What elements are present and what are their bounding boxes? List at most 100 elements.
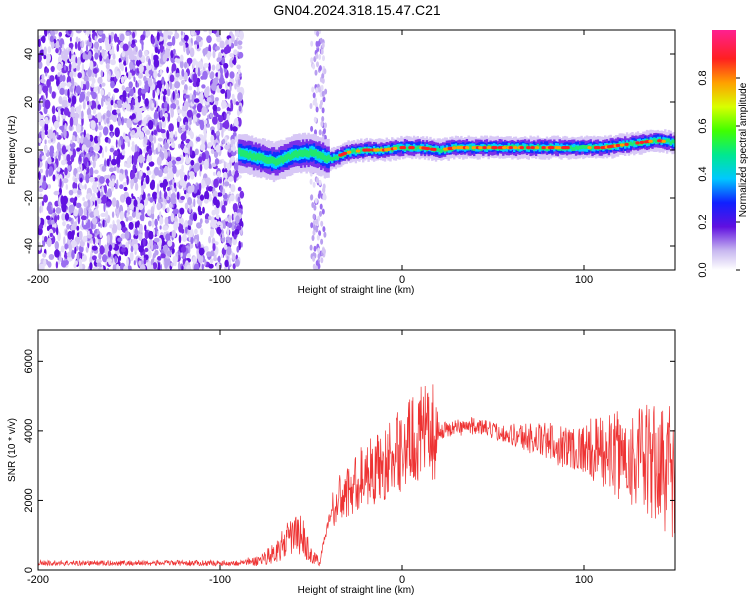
spectrogram-noise-cell <box>201 152 206 162</box>
spectrogram-noise-cell <box>203 63 209 68</box>
spectrogram-noise-cell <box>144 229 149 240</box>
spectrogram-noise-cell <box>48 129 53 140</box>
spectrogram-noise-cell <box>198 156 203 164</box>
spectrogram-noise-cell <box>98 176 105 184</box>
spectrogram-ridge-band <box>569 145 572 150</box>
spectrogram-noise-cell <box>152 54 159 61</box>
spectrogram-noise-cell <box>183 42 186 53</box>
spectrogram-ridge-core <box>471 146 476 150</box>
spectrogram-noise-cell <box>98 222 101 227</box>
spectrogram-noise-cell <box>87 114 93 120</box>
spectrogram-noise-cell <box>97 30 104 36</box>
spectrogram-noise-cell <box>225 217 229 222</box>
spectrogram-noise-cell <box>94 52 99 60</box>
spectrogram-noise-cell <box>185 124 189 131</box>
spectrogram-noise-cell <box>235 215 240 224</box>
spectrogram-ridge-band <box>571 147 574 151</box>
spectrogram-noise-cell <box>113 103 118 108</box>
spectrogram-noise-cell <box>174 57 179 63</box>
spectrogram-noise-cell <box>79 181 82 190</box>
spectrogram-noise-cell <box>58 151 61 161</box>
spectrogram-noise-cell <box>47 46 52 54</box>
spectrogram-noise-cell <box>216 57 222 63</box>
spectrogram-noise-cell <box>101 165 107 172</box>
spectrogram-noise-cell <box>99 45 102 51</box>
spectrogram-noise-cell <box>151 36 155 45</box>
spectrogram-noise-cell <box>139 264 146 270</box>
spectrogram-ridge-band <box>671 139 674 144</box>
spectrogram-noise-cell <box>71 77 75 87</box>
spectrogram-noise-cell <box>49 232 54 238</box>
spectrogram-noise-cell <box>320 48 324 55</box>
spectrogram-noise-cell <box>238 105 242 112</box>
spectrogram-noise-cell <box>116 263 120 270</box>
spectrogram-noise-cell <box>206 123 210 128</box>
spectrogram-noise-cell <box>223 46 229 55</box>
spectrogram-noise-cell <box>85 80 90 91</box>
spectrogram-noise-cell <box>178 75 183 81</box>
spectrogram-noise-cell <box>73 71 77 78</box>
spectrogram-ridge-band <box>653 137 656 142</box>
spectrogram-noise-cell <box>201 263 204 270</box>
spectrogram-noise-cell <box>181 265 184 270</box>
spectrogram-noise-cell <box>78 207 84 217</box>
spectrogram-noise-cell <box>194 228 198 235</box>
spectrogram-noise-cell <box>318 179 322 186</box>
spectrogram-ridge-band <box>327 154 330 162</box>
spectrogram-noise-cell <box>196 113 201 118</box>
spectrogram-ridge-core <box>465 146 470 150</box>
spectrogram-noise-cell <box>170 107 174 118</box>
spectrogram-noise-cell <box>321 77 325 84</box>
spectrogram-noise-cell <box>144 247 149 253</box>
spectrogram-noise-cell <box>131 129 136 136</box>
spectrogram-noise-cell <box>109 124 114 132</box>
spectrogram-noise-cell <box>185 226 188 234</box>
snr-x-tick-label: 0 <box>399 574 405 586</box>
spectrogram-noise-cell <box>46 237 52 248</box>
spectrogram-noise-cell <box>151 64 155 72</box>
snr-x-tick-label: 100 <box>575 574 593 586</box>
spectrogram-noise-cell <box>147 250 152 259</box>
spectrogram-y-tick-label: 0 <box>23 147 35 153</box>
spectrogram-noise-cell <box>119 210 124 221</box>
spectrogram-noise-cell <box>239 30 244 41</box>
spectrogram-noise-cell <box>178 154 184 165</box>
spectrogram-ridge-band <box>303 149 307 156</box>
spectrogram-ridge-band <box>576 146 580 150</box>
spectrogram-noise-cell <box>167 258 171 267</box>
spectrogram-noise-cell <box>237 45 243 50</box>
spectrogram-noise-cell <box>177 109 183 114</box>
spectrogram-noise-cell <box>196 103 203 113</box>
spectrogram-noise-cell <box>85 96 90 102</box>
spectrogram-noise-cell <box>312 92 316 99</box>
spectrogram-noise-cell <box>69 36 72 42</box>
spectrogram-noise-cell <box>183 34 189 42</box>
spectrogram-noise-cell <box>86 209 89 220</box>
spectrogram-noise-cell <box>201 106 207 116</box>
spectrogram-noise-cell <box>154 46 159 54</box>
spectrogram-noise-cell <box>106 110 111 118</box>
spectrogram-noise-cell <box>164 112 169 119</box>
spectrogram-noise-cell <box>138 49 143 58</box>
spectrogram-noise-cell <box>64 167 68 176</box>
spectrogram-noise-cell <box>192 73 198 83</box>
spectrogram-noise-cell <box>56 142 61 152</box>
spectrogram-noise-cell <box>206 251 212 257</box>
spectrogram-noise-cell <box>151 174 156 179</box>
spectrogram-noise-cell <box>228 37 232 47</box>
spectrogram-noise-cell <box>161 116 166 122</box>
spectrogram-noise-cell <box>221 128 224 138</box>
spectrogram-noise-cell <box>238 51 244 59</box>
spectrogram-noise-cell <box>91 245 98 251</box>
spectrogram-noise-cell <box>46 261 51 266</box>
spectrogram-noise-cell <box>51 105 56 115</box>
spectrogram-noise-cell <box>236 64 241 70</box>
spectrogram-noise-cell <box>53 190 60 196</box>
spectrogram-noise-cell <box>106 117 110 124</box>
spectrogram-noise-cell <box>215 130 221 138</box>
spectrogram-noise-cell <box>70 224 76 231</box>
spectrogram-noise-cell <box>93 41 100 49</box>
spectrogram-y-tick-label: 20 <box>23 96 35 108</box>
spectrogram-noise-cell <box>79 177 83 183</box>
spectrogram-noise-cell <box>322 226 326 233</box>
